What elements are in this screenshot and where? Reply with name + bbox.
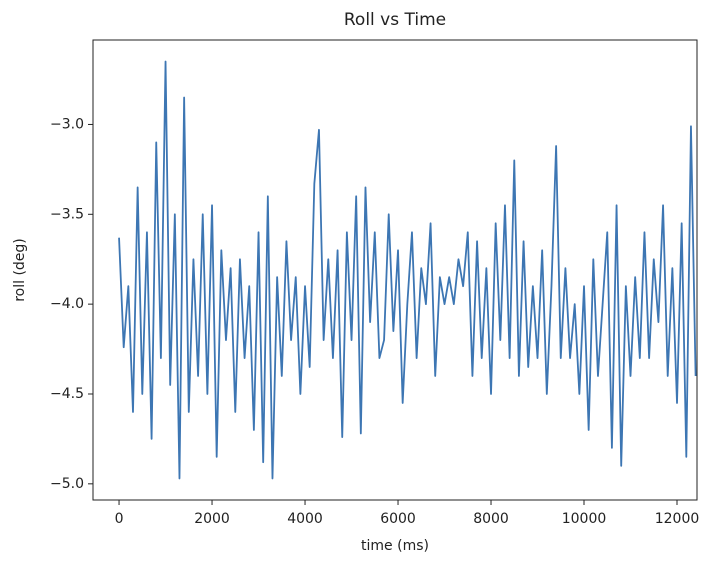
x-tick-label: 10000 — [562, 511, 607, 527]
y-tick-label: −4.0 — [50, 296, 84, 312]
y-tick-label: −4.5 — [50, 386, 84, 402]
x-tick-label: 12000 — [655, 511, 700, 527]
y-tick-label: −5.0 — [50, 476, 84, 492]
y-axis-label: roll (deg) — [12, 238, 28, 302]
y-tick-label: −3.5 — [50, 206, 84, 222]
x-tick-label: 8000 — [473, 511, 509, 527]
x-axis-label: time (ms) — [361, 538, 429, 554]
y-tick-label: −3.0 — [50, 116, 84, 132]
x-tick-label: 0 — [115, 511, 124, 527]
axes-frame — [92, 39, 698, 501]
x-tick-label: 6000 — [380, 511, 416, 527]
x-tick-label: 4000 — [287, 511, 323, 527]
data-line — [118, 60, 697, 480]
chart-title: Roll vs Time — [344, 10, 446, 30]
x-tick-label: 2000 — [194, 511, 230, 527]
